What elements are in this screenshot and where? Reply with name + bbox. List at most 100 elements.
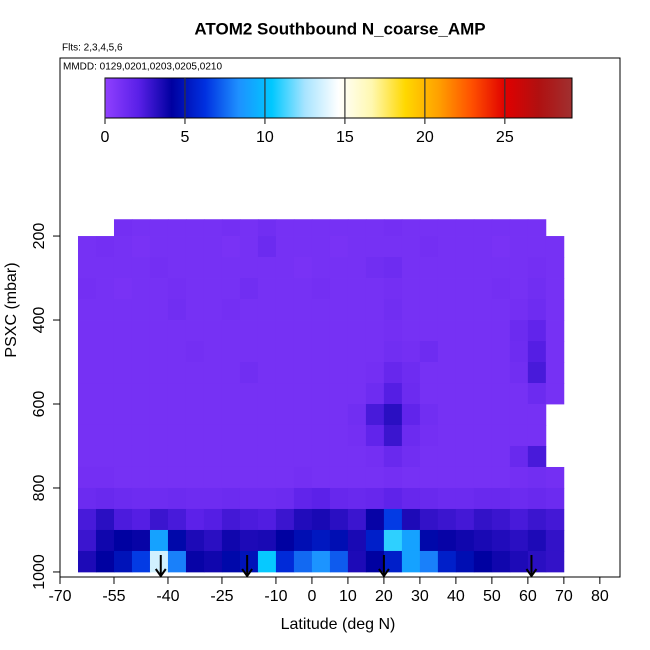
heat-cell — [257, 257, 277, 279]
heat-cell — [185, 299, 205, 321]
heat-cell — [113, 219, 133, 237]
heat-cell — [347, 320, 367, 342]
heat-cell — [257, 404, 277, 426]
heat-cell — [329, 529, 349, 552]
heat-cell — [329, 219, 349, 237]
heat-cell — [203, 383, 223, 405]
colorbar-tick-label: 5 — [181, 129, 190, 146]
heat-cell — [365, 529, 385, 552]
heat-cell — [383, 404, 403, 426]
heat-cell — [239, 529, 259, 552]
heat-cell — [509, 362, 529, 384]
heat-cell — [365, 236, 385, 258]
heat-cell — [455, 362, 475, 384]
heat-cell — [347, 278, 367, 300]
heat-cell — [365, 278, 385, 300]
x-tick-label: -25 — [210, 588, 233, 605]
heat-cell — [293, 466, 313, 489]
heat-cell — [149, 341, 169, 363]
heat-cell — [455, 508, 475, 531]
heat-cell — [167, 404, 187, 426]
heat-cell — [509, 508, 529, 531]
heat-cell — [77, 341, 97, 363]
heat-cell — [545, 320, 565, 342]
heat-cell — [419, 362, 439, 384]
heat-cell — [347, 445, 367, 468]
heat-cell — [437, 466, 457, 489]
heat-cell — [527, 257, 547, 279]
heat-cell — [221, 487, 241, 510]
heat-cell — [77, 404, 97, 426]
colorbar-tick-label: 10 — [256, 129, 274, 146]
heat-cell — [491, 487, 511, 510]
heat-cell — [293, 362, 313, 384]
heat-cell — [221, 320, 241, 342]
heat-cell — [95, 508, 115, 531]
heat-cell — [257, 424, 277, 447]
heat-cell — [77, 508, 97, 531]
heat-cell — [347, 299, 367, 321]
heat-cell — [401, 466, 421, 489]
colorbar-tick-label: 0 — [101, 129, 110, 146]
heat-cell — [455, 550, 475, 573]
heat-cell — [347, 487, 367, 510]
heat-cell — [311, 320, 331, 342]
heat-cell — [221, 424, 241, 447]
heat-cell — [113, 424, 133, 447]
arrow — [378, 555, 390, 578]
heat-cell — [365, 550, 385, 573]
heat-cell — [221, 257, 241, 279]
heat-cell — [329, 383, 349, 405]
heat-cell — [491, 550, 511, 573]
heat-cell — [509, 445, 529, 468]
x-tick-label: -40 — [156, 588, 179, 605]
y-tick-label: 800 — [31, 475, 48, 502]
heat-cell — [131, 466, 151, 489]
heat-cell — [491, 257, 511, 279]
heat-cell — [491, 424, 511, 447]
x-tick-label: -55 — [102, 588, 125, 605]
heat-cell — [527, 424, 547, 447]
heat-cell — [437, 487, 457, 510]
heat-cell — [455, 445, 475, 468]
heat-cell — [77, 445, 97, 468]
heat-cell — [383, 362, 403, 384]
heat-cell — [77, 278, 97, 300]
heat-cell — [473, 445, 493, 468]
heat-cell — [275, 466, 295, 489]
heat-cell — [275, 383, 295, 405]
heat-cell — [185, 278, 205, 300]
heat-cell — [95, 362, 115, 384]
heat-cell — [419, 383, 439, 405]
heat-cell — [365, 257, 385, 279]
heat-cell — [275, 362, 295, 384]
heat-cell — [77, 466, 97, 489]
heat-cell — [131, 404, 151, 426]
heat-cell — [347, 236, 367, 258]
heat-cell — [311, 257, 331, 279]
heat-cell — [455, 219, 475, 237]
x-tick-label: 20 — [375, 588, 393, 605]
heat-cell — [527, 341, 547, 363]
heat-cell — [419, 341, 439, 363]
heat-cell — [329, 424, 349, 447]
heat-cell — [113, 466, 133, 489]
x-axis-label: Latitude (deg N) — [281, 616, 396, 633]
heat-cell — [275, 424, 295, 447]
heat-cell — [113, 404, 133, 426]
heat-cell — [491, 383, 511, 405]
heat-cell — [77, 299, 97, 321]
heat-cell — [473, 299, 493, 321]
heat-cell — [293, 424, 313, 447]
heat-cell — [545, 466, 565, 489]
heat-cell — [185, 466, 205, 489]
heat-cell — [365, 299, 385, 321]
heat-cell — [491, 362, 511, 384]
heat-cell — [221, 299, 241, 321]
heat-cell — [545, 383, 565, 405]
heat-cell — [383, 529, 403, 552]
heat-cell — [221, 236, 241, 258]
heat-cell — [293, 236, 313, 258]
heat-cell — [329, 320, 349, 342]
